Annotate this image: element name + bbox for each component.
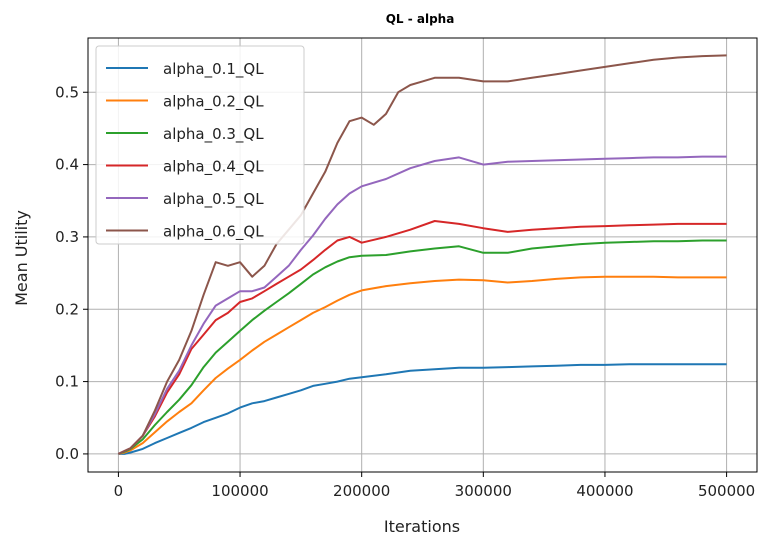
y-tick-label: 0.1: [55, 373, 79, 391]
series-line-0: [118, 363, 727, 455]
x-tick-label: 100000: [211, 482, 268, 500]
y-tick-label: 0.5: [55, 83, 79, 101]
x-tick-label: 300000: [455, 482, 512, 500]
chart-title: QL - alpha: [386, 12, 455, 26]
y-tick-label: 0.0: [55, 445, 79, 463]
x-tick-label: 0: [114, 482, 124, 500]
x-axis-label: Iterations: [384, 517, 460, 536]
series-line-1: [118, 275, 727, 455]
series-layer: [117, 54, 727, 455]
x-tick-label: 500000: [698, 482, 755, 500]
legend-label: alpha_0.3_QL: [163, 125, 264, 144]
y-tick-label: 0.4: [55, 156, 79, 174]
legend-label: alpha_0.4_QL: [163, 158, 264, 177]
legend-label: alpha_0.1_QL: [163, 60, 264, 79]
legend-box: [95, 45, 305, 245]
series-line-5: [117, 54, 727, 455]
x-tick-label: 200000: [333, 482, 390, 500]
ticks: 0 100000 200000 300000 400000 500000 0.0 0.1 0.2…: [55, 83, 755, 500]
series-line-2: [118, 239, 727, 455]
y-axis-label: Mean Utility: [12, 210, 31, 306]
series-line-3: [117, 220, 727, 455]
legend-label: alpha_0.2_QL: [163, 93, 264, 112]
series-line-4: [117, 155, 727, 455]
y-tick-label: 0.3: [55, 228, 79, 246]
y-tick-label: 0.2: [55, 300, 79, 318]
legend: alpha_0.1_QL alpha_0.2_QL alpha_0.3_QLalph…: [95, 45, 305, 245]
x-tick-label: 400000: [576, 482, 633, 500]
plot-frame: [87, 37, 758, 473]
legend-label: alpha_0.5_QL: [163, 190, 264, 209]
legend-label: alpha_0.6_QL: [163, 223, 264, 242]
